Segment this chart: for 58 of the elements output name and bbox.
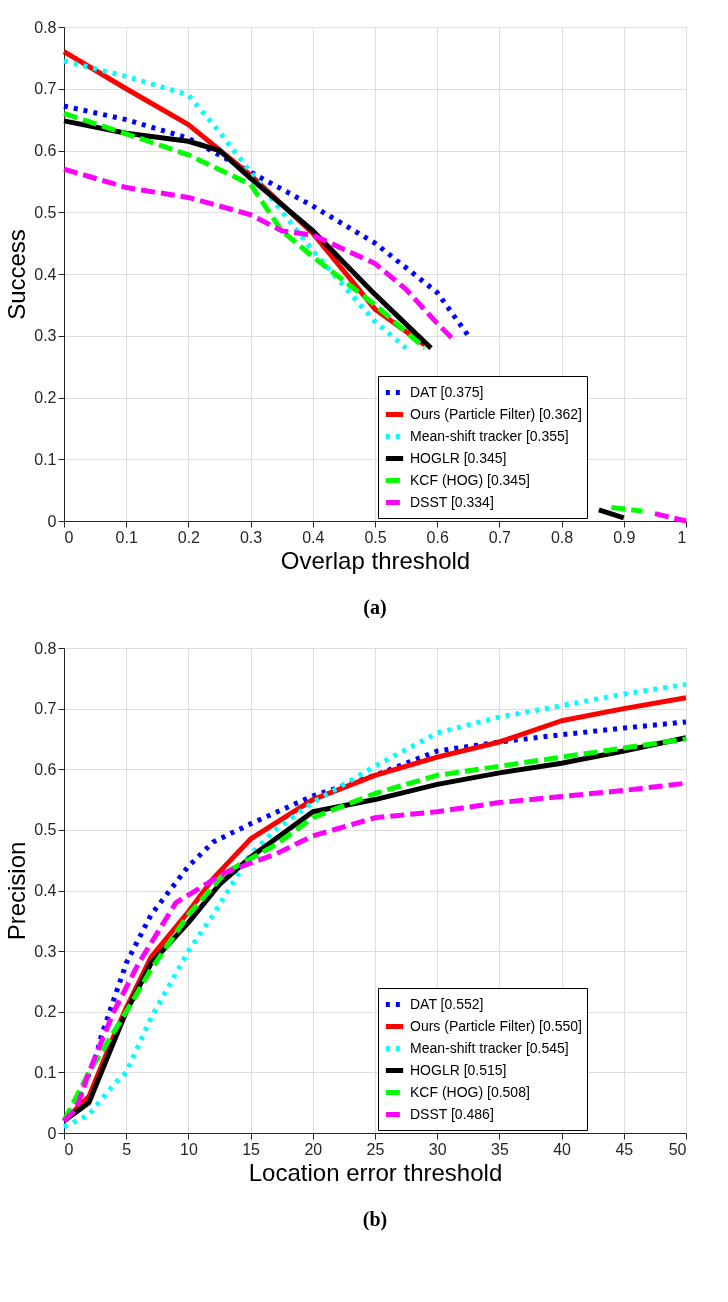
x-tick-label: 0 (64, 528, 74, 546)
y-tick-label: 0.7 (34, 80, 57, 98)
y-tick-label: 0.3 (34, 327, 57, 345)
x-tick-label: 20 (304, 1140, 323, 1158)
text: (a) (363, 596, 387, 619)
y-tick-label: 0.3 (34, 942, 57, 960)
y-tick-label: 0.2 (34, 1003, 57, 1021)
x-axis-title: Location error threshold (248, 1158, 503, 1186)
y-tick-label: 0.5 (34, 203, 57, 221)
legend-label: DSST [0.334] (410, 493, 494, 510)
y-axis-title: Precision (3, 841, 31, 941)
x-tick-label: 0 (64, 1140, 74, 1158)
y-tick-label: 0.6 (34, 760, 57, 778)
y-tick-label: 0.2 (34, 389, 57, 406)
y-tick-label: 0.1 (34, 450, 57, 468)
x-tick-label: 50 (668, 1140, 687, 1158)
legend-label: HOGLR [0.345] (410, 449, 507, 466)
y-tick-label: 0.5 (34, 821, 57, 839)
y-tick-label: 0.4 (34, 265, 57, 283)
y-tick-label: 0 (47, 1124, 57, 1142)
x-tick-label: 45 (615, 1140, 634, 1158)
legend-label: Ours (Particle Filter) [0.362] (410, 405, 582, 422)
y-tick-label: 0.4 (34, 882, 57, 899)
x-tick-label: 0.9 (613, 528, 636, 546)
legend-label: KCF (HOG) [0.508] (410, 1083, 530, 1100)
y-tick-label: 0.1 (34, 1063, 57, 1081)
legend-label: DSST [0.486] (410, 1105, 494, 1122)
x-tick-label: 0.3 (239, 528, 263, 546)
x-tick-label: 0.7 (488, 528, 512, 546)
x-tick-label: 10 (180, 1140, 198, 1158)
y-tick-label: 0 (47, 512, 57, 530)
x-tick-label: 0.2 (177, 528, 201, 546)
legend-label: DAT [0.375] (410, 383, 484, 400)
y-tick-label: 0.7 (34, 700, 57, 718)
y-tick-label: 0.6 (34, 142, 57, 159)
legend-label: HOGLR [0.515] (410, 1061, 507, 1078)
x-tick-label: 0.1 (115, 528, 138, 546)
legend-label: DAT [0.552] (410, 995, 484, 1012)
x-tick-label: 0.6 (426, 528, 449, 546)
legend-label: KCF (HOG) [0.345] (410, 471, 530, 488)
x-tick-label: 30 (428, 1140, 447, 1158)
x-tick-label: 35 (491, 1140, 509, 1158)
y-axis-title: Success (3, 229, 31, 320)
y-tick-label: 0.8 (34, 639, 57, 657)
x-tick-label: 40 (553, 1140, 572, 1158)
x-tick-label: 0.8 (550, 528, 574, 546)
x-tick-label: 15 (242, 1140, 261, 1158)
legend-label: Mean-shift tracker [0.545] (410, 1039, 569, 1056)
text: (b) (362, 1208, 388, 1231)
legend-label: Mean-shift tracker [0.355] (410, 427, 569, 444)
y-tick-label: 0.8 (34, 18, 57, 36)
legend-label: Ours (Particle Filter) [0.550] (410, 1017, 582, 1034)
x-tick-label: 0.5 (364, 528, 387, 546)
x-tick-label: 5 (122, 1140, 132, 1158)
x-axis-title: Overlap threshold (280, 546, 471, 574)
x-tick-label: 0.4 (302, 528, 325, 546)
x-tick-label: 25 (366, 1140, 385, 1158)
x-tick-label: 1 (677, 528, 687, 546)
